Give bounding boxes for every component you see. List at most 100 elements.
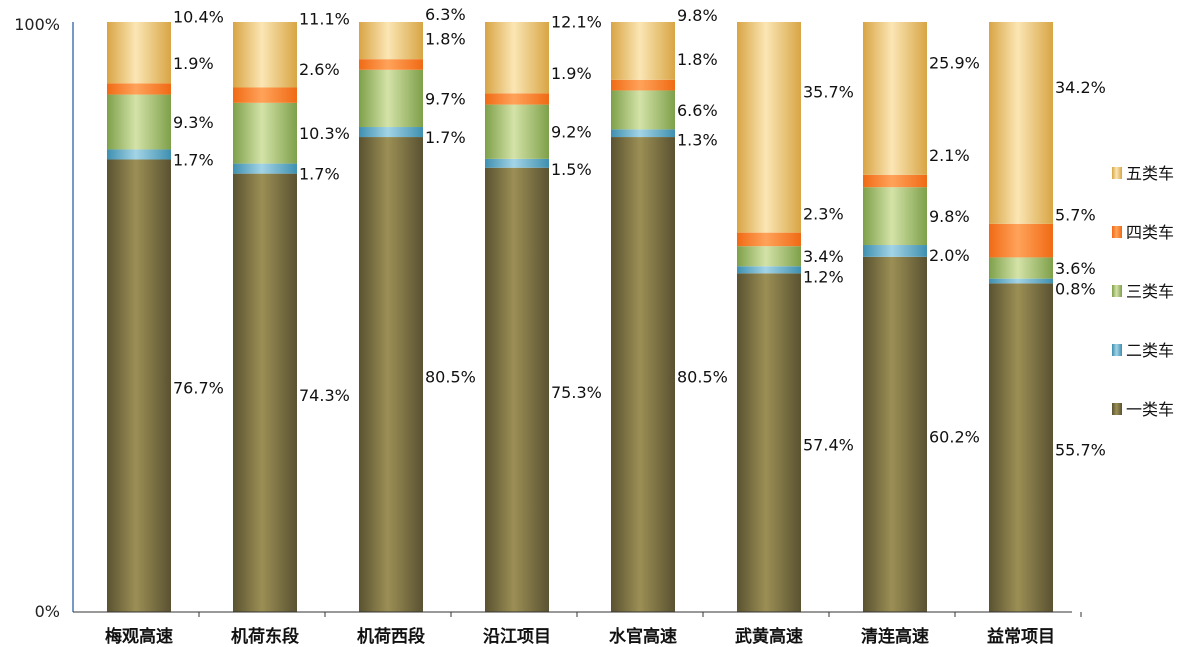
- data-label-3-4: 9.2%: [551, 123, 592, 142]
- category-label-5: 水官高速: [609, 626, 677, 647]
- bar-segment-4-7: [863, 174, 927, 188]
- data-label-3-8: 3.6%: [1055, 259, 1096, 278]
- legend-swatch-5: [1112, 167, 1122, 179]
- bar-segment-3-4: [485, 104, 549, 159]
- bar-segment-2-2: [233, 163, 297, 174]
- data-label-5-2: 11.1%: [299, 10, 350, 29]
- legend-label-5: 五类车: [1126, 164, 1174, 183]
- data-label-3-1: 9.3%: [173, 113, 214, 132]
- bar-segment-3-6: [737, 246, 801, 267]
- data-label-2-3: 1.7%: [425, 128, 466, 147]
- bar-segment-3-2: [233, 102, 297, 164]
- bar-segment-3-8: [989, 257, 1053, 279]
- bar-segment-5-3: [359, 22, 423, 60]
- bar-segment-2-8: [989, 278, 1053, 284]
- bar-segment-1-2: [233, 173, 297, 612]
- bar-segment-1-3: [359, 137, 423, 613]
- bar-segment-4-4: [485, 93, 549, 105]
- bar-segment-4-1: [107, 83, 171, 95]
- data-label-4-7: 2.1%: [929, 146, 970, 165]
- category-labels: 梅观高速 机荷东段 机荷西段 沿江项目 水官高速 武黄高速 清连高速 益常项目: [105, 612, 1082, 647]
- data-label-2-2: 1.7%: [299, 165, 340, 184]
- y-tick-label-bottom: 0%: [35, 602, 60, 621]
- data-label-4-1: 1.9%: [173, 54, 214, 73]
- data-label-1-2: 74.3%: [299, 386, 350, 405]
- bar-segment-1-4: [485, 167, 549, 613]
- legend-swatch-3: [1112, 285, 1122, 297]
- data-label-3-5: 6.6%: [677, 101, 718, 120]
- bar-segment-4-8: [989, 223, 1053, 258]
- data-label-1-7: 60.2%: [929, 427, 980, 446]
- category-label-7: 清连高速: [861, 626, 929, 647]
- bar-segment-1-1: [107, 159, 171, 612]
- bar-segment-5-7: [863, 22, 927, 175]
- data-label-2-8: 0.8%: [1055, 280, 1096, 299]
- data-label-5-3: 6.3%: [425, 5, 466, 24]
- data-label-4-8: 5.7%: [1055, 206, 1096, 225]
- data-label-1-4: 75.3%: [551, 383, 602, 402]
- data-label-1-5: 80.5%: [677, 368, 728, 387]
- bar-segment-4-2: [233, 87, 297, 103]
- bar-segment-5-6: [737, 22, 801, 233]
- legend-swatch-2: [1112, 344, 1122, 356]
- bar-segment-1-7: [863, 256, 927, 612]
- data-label-2-5: 1.3%: [677, 130, 718, 149]
- data-label-1-8: 55.7%: [1055, 441, 1106, 460]
- data-label-1-6: 57.4%: [803, 436, 854, 455]
- category-label-6: 武黄高速: [735, 626, 803, 647]
- bar-segment-2-4: [485, 158, 549, 168]
- data-label-4-6: 2.3%: [803, 204, 844, 223]
- bar-segment-4-5: [611, 79, 675, 91]
- bar-segment-5-5: [611, 22, 675, 80]
- bar-segment-2-7: [863, 245, 927, 257]
- data-label-5-5: 9.8%: [677, 6, 718, 25]
- data-label-5-1: 10.4%: [173, 8, 224, 27]
- legend-label-2: 二类车: [1126, 341, 1174, 360]
- axes: 100% 0%: [14, 15, 1072, 621]
- data-labels: 76.7% 1.7% 9.3% 1.9% 10.4% 74.3% 1.7% 10.3% 2.6%…: [173, 5, 1106, 460]
- legend-swatch-4: [1112, 226, 1122, 238]
- data-label-3-7: 9.8%: [929, 207, 970, 226]
- data-label-5-7: 25.9%: [929, 53, 980, 72]
- data-label-1-3: 80.5%: [425, 368, 476, 387]
- bar-segment-3-7: [863, 187, 927, 246]
- data-label-4-5: 1.8%: [677, 50, 718, 69]
- data-label-5-6: 35.7%: [803, 82, 854, 101]
- bar-segment-4-3: [359, 59, 423, 70]
- legend-label-3: 三类车: [1126, 282, 1174, 301]
- data-label-4-3: 1.8%: [425, 29, 466, 48]
- bar-segment-2-6: [737, 266, 801, 274]
- bar-segment-2-5: [611, 129, 675, 138]
- data-label-3-6: 3.4%: [803, 247, 844, 266]
- category-label-4: 沿江项目: [483, 627, 551, 647]
- data-label-3-3: 9.7%: [425, 89, 466, 108]
- data-label-5-4: 12.1%: [551, 13, 602, 32]
- data-label-4-2: 2.6%: [299, 60, 340, 79]
- bar-segment-5-2: [233, 22, 297, 88]
- bar-segment-5-1: [107, 22, 171, 84]
- bar-segment-5-8: [989, 22, 1053, 224]
- bar-segment-4-6: [737, 232, 801, 247]
- bar-segment-1-6: [737, 273, 801, 612]
- category-label-2: 机荷东段: [231, 626, 299, 647]
- data-label-5-8: 34.2%: [1055, 78, 1106, 97]
- data-label-4-4: 1.9%: [551, 64, 592, 83]
- bar-segment-3-1: [107, 94, 171, 150]
- bar-segment-1-5: [611, 137, 675, 613]
- bar-segment-5-4: [485, 22, 549, 94]
- bar-segment-3-5: [611, 90, 675, 130]
- category-label-3: 机荷西段: [357, 626, 425, 647]
- bar-segment-1-8: [989, 283, 1053, 612]
- bar-segment-3-3: [359, 69, 423, 128]
- legend-label-1: 一类车: [1126, 400, 1174, 419]
- legend-label-4: 四类车: [1126, 223, 1174, 242]
- data-label-2-1: 1.7%: [173, 150, 214, 169]
- data-label-3-2: 10.3%: [299, 124, 350, 143]
- plot-area: [107, 22, 1053, 613]
- category-label-1: 梅观高速: [105, 626, 173, 647]
- legend-swatch-1: [1112, 403, 1122, 415]
- data-label-1-1: 76.7%: [173, 379, 224, 398]
- data-label-2-7: 2.0%: [929, 246, 970, 265]
